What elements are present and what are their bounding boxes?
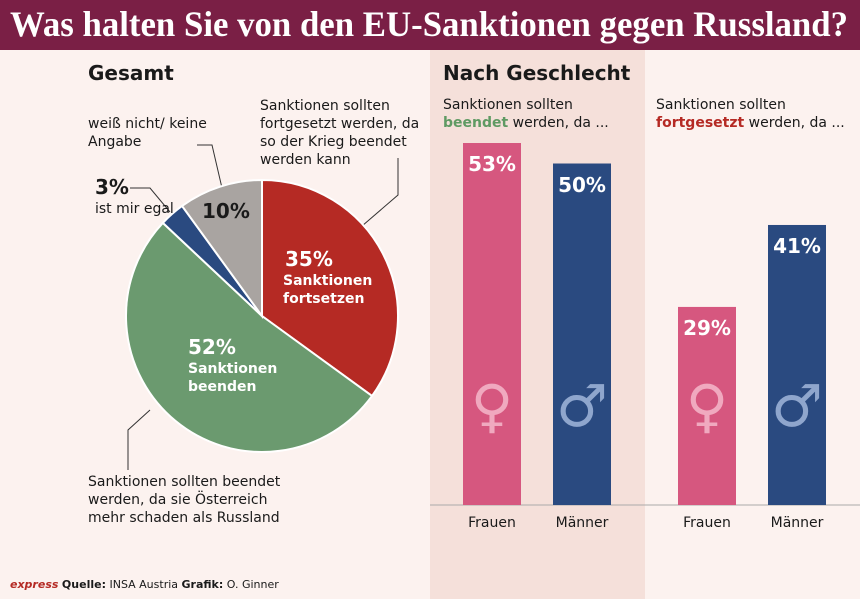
gender-icons: ♀ ♂ ♀ ♂ [471, 372, 823, 440]
logo: express [10, 578, 59, 591]
slice-label: weiß nicht/ keine Angabe [88, 116, 207, 150]
pie-slice [125, 221, 374, 453]
bar-value-label: 50% [558, 172, 606, 197]
leader-lines [127, 144, 399, 470]
subtitle-part: Sanktionen sollten [443, 97, 573, 113]
bar-value-label: 41% [773, 233, 821, 258]
pie-title: Gesamt [88, 61, 174, 85]
page-title: Was halten Sie von den EU-Sanktionen geg… [10, 4, 848, 44]
x-tick-label: Frauen [683, 515, 731, 531]
bar-subtitle: Sanktionen sollten fortgesetzt werden, d… [656, 96, 846, 132]
bar [678, 306, 736, 505]
x-tick-label: Frauen [468, 515, 516, 531]
annotation: Sanktionen sollten fortgesetzt werden, d… [260, 98, 420, 168]
source-label: Quelle: [61, 578, 106, 591]
slice-value-label: 3% [95, 175, 129, 199]
slice-label: Sanktionen beenden [188, 361, 278, 395]
bar [553, 163, 611, 505]
slice-value-label: 52% [188, 335, 236, 359]
bar-value-label: 29% [683, 315, 731, 340]
slice-label: ist mir egal [95, 201, 174, 217]
pie-slice [180, 178, 263, 320]
slice-value-label: 35% [285, 247, 333, 271]
credit: O. Ginner [226, 578, 279, 591]
subtitle-highlight: fortgesetzt [656, 115, 745, 131]
x-tick-label: Männer [770, 515, 824, 531]
svg-text:♀: ♀ [471, 372, 513, 440]
svg-text:♀: ♀ [686, 372, 728, 440]
title-bar [0, 0, 860, 50]
slice-label: Sanktionen fortsetzen [283, 273, 373, 307]
credit-label: Grafik: [181, 578, 224, 591]
svg-text:♂: ♂ [556, 372, 608, 440]
pie-slice [261, 178, 399, 398]
svg-text:♂: ♂ [771, 372, 823, 440]
subtitle-part: werden, da ... [744, 115, 845, 131]
x-tick-label: Männer [555, 515, 609, 531]
subtitle-part: werden, da ... [508, 115, 609, 131]
footer: express Quelle: INSA Austria Grafik: O. … [10, 576, 279, 594]
subtitle-highlight: beendet [443, 115, 509, 131]
annotation: Sanktionen sollten beendet werden, da si… [88, 474, 281, 526]
section-title: Nach Geschlecht [443, 61, 631, 85]
bar-subtitle: Sanktionen sollten beendet werden, da ..… [443, 96, 613, 132]
bar [768, 224, 826, 505]
bar-value-label: 53% [468, 152, 516, 176]
subtitle-part: Sanktionen sollten [656, 97, 786, 113]
bar [463, 143, 521, 505]
slice-value-label: 10% [202, 199, 250, 223]
source: INSA Austria [109, 578, 179, 591]
